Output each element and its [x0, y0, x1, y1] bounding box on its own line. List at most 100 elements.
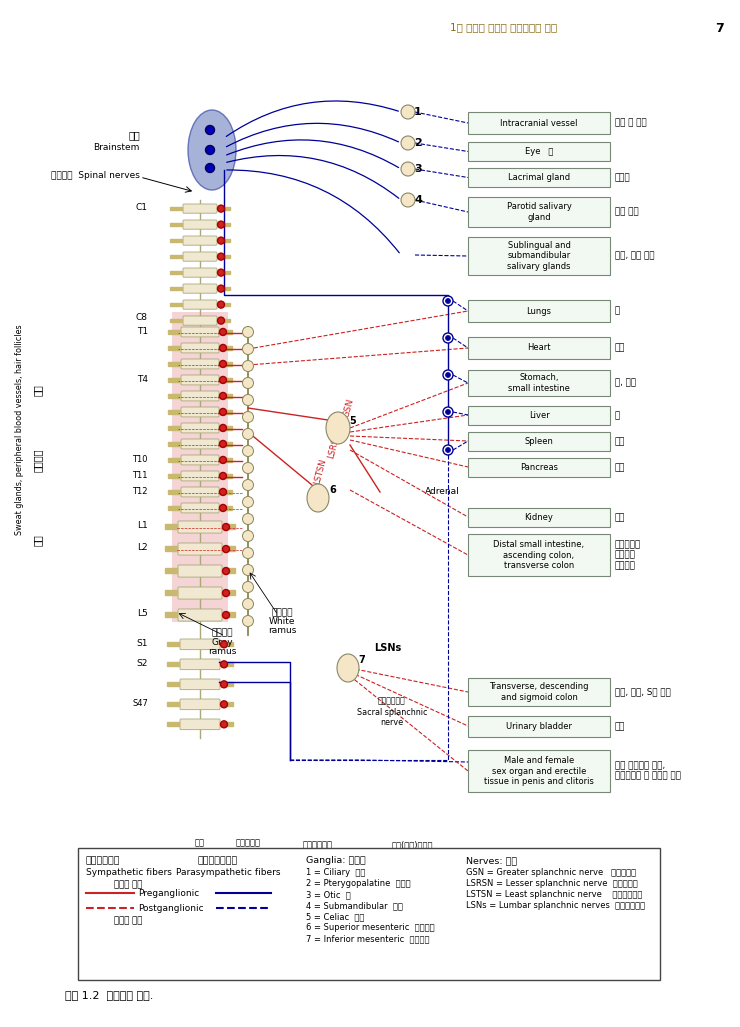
- Polygon shape: [170, 207, 182, 210]
- Text: Kidney: Kidney: [525, 514, 554, 522]
- Text: C8: C8: [136, 312, 148, 321]
- Text: Distal small intestine,
ascending colon,
transverse colon: Distal small intestine, ascending colon,…: [494, 540, 585, 570]
- Polygon shape: [167, 682, 179, 686]
- Circle shape: [221, 660, 227, 668]
- FancyBboxPatch shape: [181, 391, 219, 401]
- Text: L1: L1: [137, 522, 148, 531]
- Text: Parotid salivary
gland: Parotid salivary gland: [507, 202, 571, 222]
- Text: 신장: 신장: [615, 514, 625, 522]
- Text: Liver: Liver: [528, 411, 549, 420]
- FancyBboxPatch shape: [468, 112, 610, 134]
- Text: 폐: 폐: [615, 306, 620, 315]
- Text: 횡행, 하행, S상 결장: 횡행, 하행, S상 결장: [615, 687, 671, 696]
- Text: 심장: 심장: [615, 343, 625, 352]
- Polygon shape: [220, 442, 232, 446]
- FancyBboxPatch shape: [468, 197, 610, 227]
- Circle shape: [221, 721, 227, 728]
- Text: 교감신경섬유: 교감신경섬유: [86, 855, 121, 865]
- Polygon shape: [221, 662, 233, 665]
- Text: 3: 3: [414, 164, 422, 174]
- Text: 신경절 이전: 신경절 이전: [114, 880, 142, 889]
- Ellipse shape: [188, 110, 236, 190]
- Polygon shape: [165, 589, 177, 595]
- FancyBboxPatch shape: [181, 343, 219, 353]
- Text: 땀샘: 땀샘: [33, 534, 43, 546]
- Polygon shape: [165, 568, 177, 573]
- FancyBboxPatch shape: [181, 327, 219, 337]
- Polygon shape: [167, 642, 179, 646]
- FancyBboxPatch shape: [183, 268, 217, 277]
- Circle shape: [223, 589, 229, 597]
- Text: 6: 6: [329, 485, 337, 495]
- Circle shape: [220, 424, 226, 431]
- FancyBboxPatch shape: [468, 508, 610, 527]
- Circle shape: [206, 146, 215, 154]
- Text: 4 = Submandibular  턱밑: 4 = Submandibular 턱밑: [306, 901, 403, 910]
- FancyBboxPatch shape: [183, 236, 217, 245]
- Text: GSN: GSN: [342, 397, 356, 419]
- Polygon shape: [170, 223, 182, 226]
- Circle shape: [443, 407, 453, 417]
- Polygon shape: [168, 458, 180, 461]
- Polygon shape: [165, 524, 177, 529]
- Polygon shape: [223, 524, 235, 529]
- Text: 척수신경  Spinal nerves: 척수신경 Spinal nerves: [51, 170, 140, 180]
- Text: 4: 4: [414, 195, 422, 205]
- Polygon shape: [170, 271, 182, 274]
- Text: 방광: 방광: [615, 722, 625, 731]
- Circle shape: [223, 611, 229, 618]
- FancyBboxPatch shape: [178, 609, 222, 621]
- Circle shape: [243, 496, 254, 507]
- Text: 췌장: 췌장: [615, 463, 625, 472]
- Circle shape: [243, 480, 254, 491]
- Circle shape: [220, 360, 226, 368]
- Circle shape: [220, 329, 226, 336]
- Polygon shape: [218, 239, 230, 242]
- Polygon shape: [168, 426, 180, 429]
- Circle shape: [243, 343, 254, 354]
- Circle shape: [220, 489, 226, 495]
- Circle shape: [221, 700, 227, 708]
- Circle shape: [243, 462, 254, 473]
- Ellipse shape: [326, 412, 350, 444]
- Circle shape: [445, 336, 451, 341]
- FancyBboxPatch shape: [181, 359, 219, 369]
- Circle shape: [443, 333, 453, 343]
- Polygon shape: [220, 506, 232, 509]
- Text: Pancreas: Pancreas: [520, 463, 558, 472]
- Text: 2: 2: [414, 138, 422, 148]
- Text: L2: L2: [138, 543, 148, 553]
- Polygon shape: [218, 207, 230, 210]
- Polygon shape: [165, 612, 177, 617]
- Text: Male and female
sex organ and erectile
tissue in penis and clitoris: Male and female sex organ and erectile t…: [484, 756, 594, 786]
- FancyBboxPatch shape: [178, 521, 222, 533]
- Circle shape: [220, 456, 226, 463]
- Polygon shape: [170, 239, 182, 242]
- Circle shape: [220, 441, 226, 448]
- Circle shape: [243, 327, 254, 338]
- Text: Intracranial vessel: Intracranial vessel: [500, 118, 578, 127]
- Circle shape: [220, 377, 226, 383]
- Circle shape: [243, 446, 254, 456]
- FancyBboxPatch shape: [468, 337, 610, 359]
- Polygon shape: [168, 362, 180, 366]
- FancyBboxPatch shape: [468, 168, 610, 187]
- FancyBboxPatch shape: [181, 375, 219, 385]
- FancyBboxPatch shape: [183, 300, 217, 309]
- FancyBboxPatch shape: [468, 237, 610, 275]
- Text: T12: T12: [132, 487, 148, 495]
- FancyBboxPatch shape: [181, 471, 219, 481]
- FancyBboxPatch shape: [468, 432, 610, 451]
- Text: Ganglia: 신경절: Ganglia: 신경절: [306, 855, 366, 865]
- Text: 눈물샘: 눈물샘: [615, 173, 630, 182]
- FancyBboxPatch shape: [181, 423, 219, 433]
- Circle shape: [218, 269, 224, 276]
- Circle shape: [223, 568, 229, 574]
- Polygon shape: [223, 612, 235, 617]
- Text: ramus: ramus: [268, 626, 296, 635]
- Circle shape: [243, 514, 254, 525]
- FancyBboxPatch shape: [468, 678, 610, 706]
- Text: Preganglionic: Preganglionic: [138, 889, 199, 898]
- Circle shape: [206, 163, 215, 173]
- Text: LSTSN: LSTSN: [312, 458, 328, 486]
